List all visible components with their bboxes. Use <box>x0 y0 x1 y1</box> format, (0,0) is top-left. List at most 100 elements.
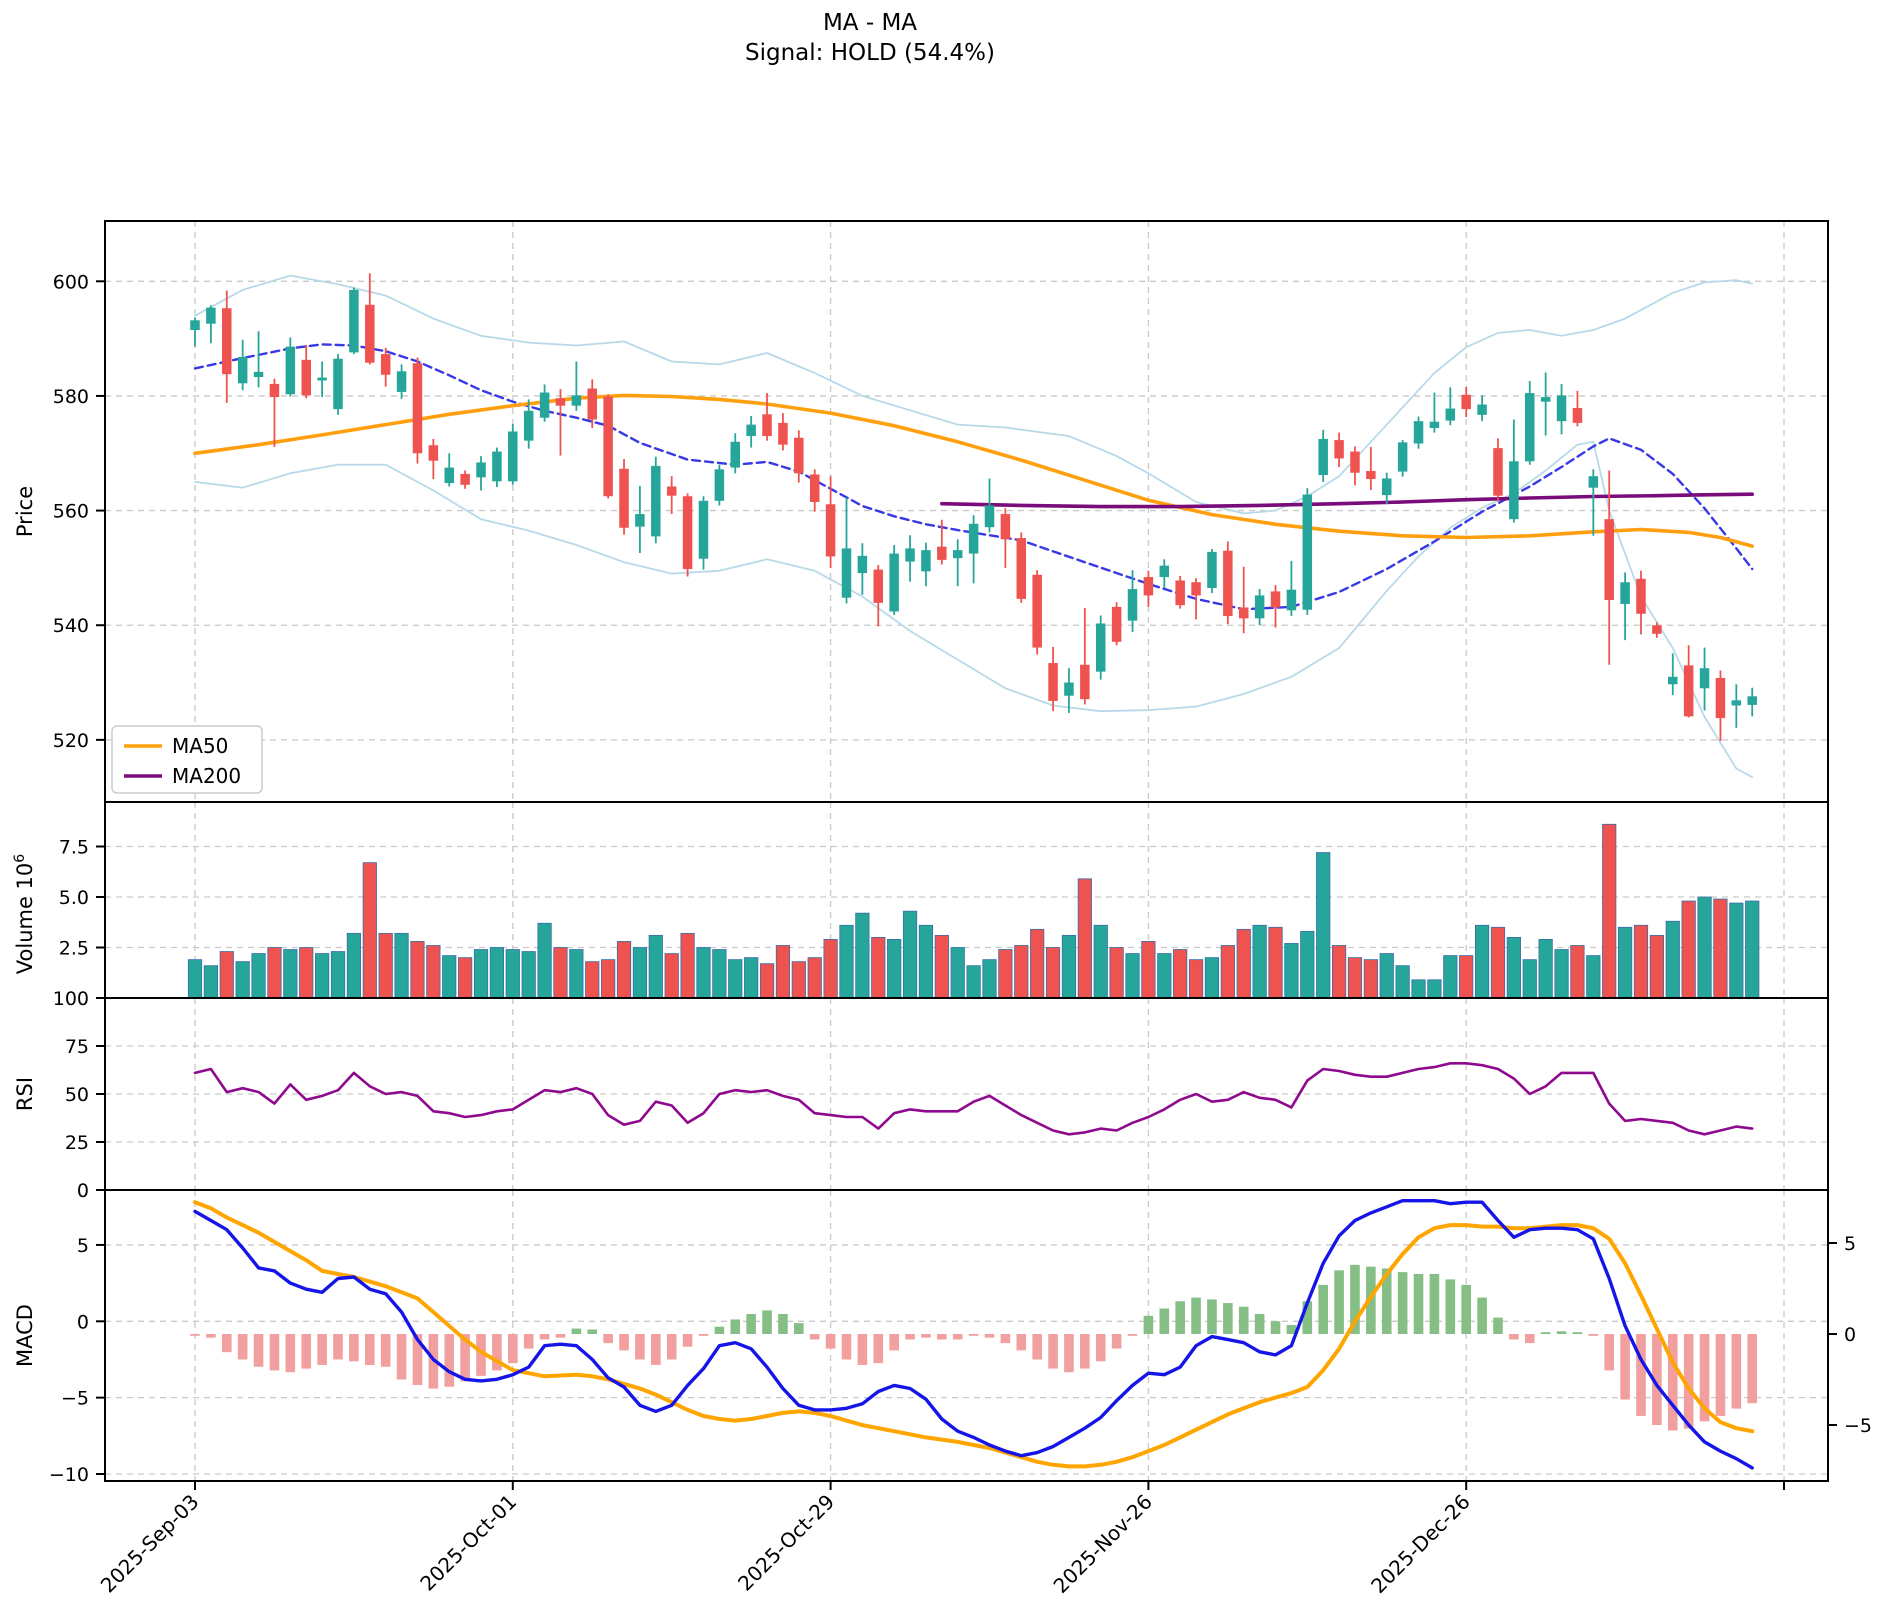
candle <box>794 430 804 483</box>
volume-bar <box>1649 934 1664 999</box>
volume-bar <box>918 924 934 999</box>
volume-bar <box>1681 900 1696 999</box>
candle <box>937 519 947 565</box>
volume-bar <box>521 951 536 999</box>
volume-bar <box>1538 939 1553 999</box>
candle <box>619 458 629 535</box>
candle <box>635 485 645 553</box>
volume-bar <box>330 951 346 999</box>
gridlines <box>105 221 1828 1481</box>
candle <box>1191 578 1201 620</box>
macd-histogram-bar <box>1350 1264 1360 1334</box>
macd-histogram-bar <box>1143 1315 1154 1334</box>
macd-histogram-bar <box>380 1334 391 1367</box>
candle <box>587 379 597 429</box>
volume-bar <box>1252 924 1267 999</box>
macd-histogram-bar <box>1461 1284 1471 1334</box>
macd-histogram-bar <box>889 1334 899 1351</box>
volume-bar <box>585 961 600 999</box>
macd-histogram-bar <box>937 1334 947 1340</box>
macd-histogram-bar <box>746 1313 756 1334</box>
candle <box>1445 387 1456 426</box>
rsi-axis-title: RSI <box>13 1077 37 1111</box>
volume-bar <box>473 949 489 999</box>
candle <box>1064 668 1074 713</box>
candle <box>762 393 772 441</box>
volume-bar <box>616 941 632 999</box>
volume-bar <box>1427 979 1442 999</box>
candle <box>666 476 677 515</box>
macd-histogram-bar <box>1016 1334 1027 1351</box>
volume-bar <box>998 949 1013 999</box>
x-tick-label: 2025-Nov-26 <box>1049 1490 1157 1598</box>
macd-histogram-bar <box>190 1334 200 1336</box>
volume-bar <box>1236 928 1251 999</box>
volume-bar <box>823 939 838 999</box>
macd-histogram-bar <box>1747 1334 1758 1404</box>
candle <box>1683 645 1694 718</box>
candle <box>905 535 915 582</box>
macd-histogram-bar <box>1604 1334 1615 1371</box>
svg-text:25: 25 <box>65 1132 89 1154</box>
macd-histogram-bar <box>1238 1306 1249 1334</box>
volume-bar <box>378 932 393 999</box>
candle <box>539 384 550 422</box>
candle <box>984 478 995 533</box>
volume-bar <box>489 947 505 999</box>
volume-bar <box>759 963 775 999</box>
macd-histogram-bar <box>460 1334 470 1382</box>
volume-bar <box>696 947 711 999</box>
volume-bar <box>1188 959 1204 999</box>
volume-bar <box>1331 945 1347 999</box>
axis-titles: Price Volume 106 RSI MACD <box>12 486 37 1367</box>
volume-bar <box>1141 941 1156 999</box>
candle <box>1143 570 1154 607</box>
volume-bar <box>1713 898 1728 999</box>
volume-bar <box>1284 943 1299 999</box>
macd-histogram-bar <box>1318 1284 1328 1334</box>
macd-histogram-bar <box>1286 1324 1297 1334</box>
svg-text:100: 100 <box>53 988 89 1010</box>
macd-histogram-bar <box>508 1334 518 1364</box>
candle <box>412 357 423 464</box>
volume-bar <box>887 939 902 999</box>
volume-bar <box>426 945 441 999</box>
macd-histogram-bar <box>794 1323 804 1334</box>
volume-bar <box>553 947 568 999</box>
rsi-line <box>193 1062 1754 1136</box>
volume-bar <box>966 965 981 999</box>
macd-histogram-bar <box>1667 1334 1678 1431</box>
macd-histogram-bar <box>968 1334 979 1336</box>
candle <box>523 399 534 449</box>
macd-histogram-bar <box>635 1334 645 1360</box>
volume-bar <box>1316 852 1331 999</box>
volume-bar <box>1061 934 1077 999</box>
candle <box>1318 429 1328 482</box>
candle <box>476 456 486 491</box>
volume-bar <box>1618 926 1633 999</box>
volume-bar <box>950 947 965 999</box>
candle <box>809 469 820 512</box>
macd-histogram-bar <box>587 1329 598 1334</box>
svg-text:580: 580 <box>53 386 89 408</box>
macd-histogram-bar <box>349 1334 359 1362</box>
candle <box>1254 589 1265 626</box>
macd-histogram-bar <box>809 1334 820 1340</box>
volume-bar <box>251 953 266 999</box>
candle <box>1286 561 1297 617</box>
macd-histogram-bar <box>1620 1334 1630 1400</box>
candle <box>825 476 836 568</box>
volume-bar <box>632 947 648 999</box>
volume-bar <box>1347 957 1363 999</box>
candle <box>1715 670 1726 742</box>
svg-text:75: 75 <box>65 1036 89 1058</box>
volume-bar <box>1474 924 1490 999</box>
title-signal: Signal: HOLD (54.4%) <box>745 40 995 66</box>
macd-histogram-bar <box>698 1334 709 1336</box>
volume-bar <box>1204 957 1220 999</box>
svg-text:0: 0 <box>77 1180 89 1202</box>
candle <box>1016 532 1027 603</box>
candle <box>778 413 788 451</box>
macd-histogram-bar <box>857 1334 868 1365</box>
macd-histogram-bar <box>571 1328 582 1334</box>
